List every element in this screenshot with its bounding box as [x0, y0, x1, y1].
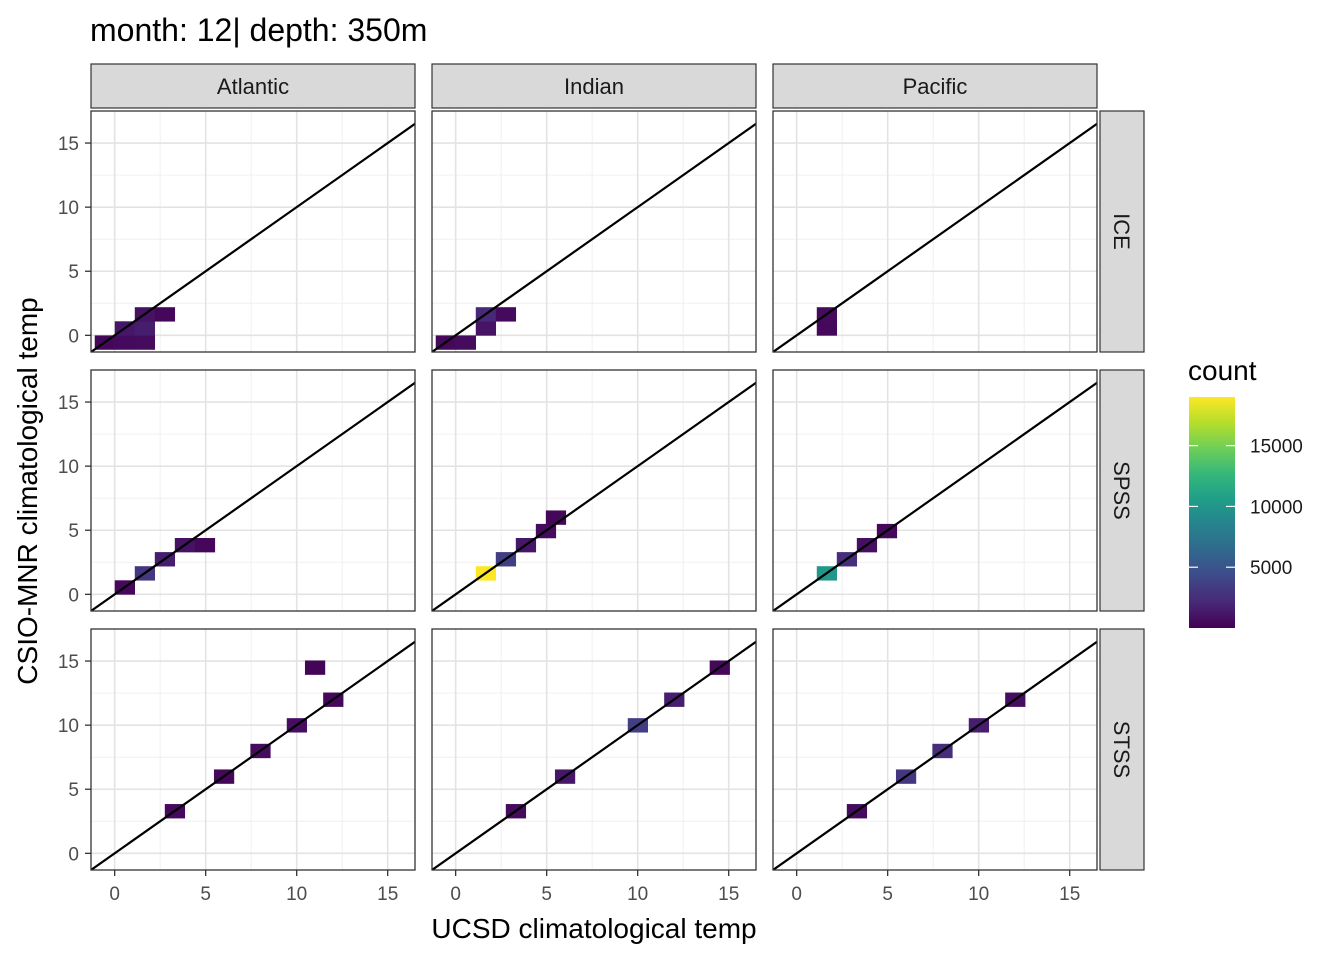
- identity-line: [91, 381, 415, 611]
- facet-panel-atlantic-stss: 0 5 10 15 0 5 10 15: [58, 628, 416, 905]
- identity-line: [91, 122, 415, 352]
- x-tick-label: 15: [718, 884, 739, 905]
- x-tick-label: 0: [450, 884, 461, 905]
- panel-border: [772, 110, 1098, 353]
- legend-tick-label: 10000: [1250, 497, 1303, 518]
- facet-panel-atlantic-ice: 0 5 10 15: [58, 110, 416, 353]
- facet-strip-label: Indian: [564, 74, 624, 99]
- facet-panel-pacific-ice: [772, 110, 1098, 353]
- panel-border: [431, 369, 757, 612]
- panel-border: [772, 628, 1098, 871]
- y-tick-label: 15: [58, 652, 79, 673]
- y-axis-label: CSIO-MNR climatological temp: [12, 297, 43, 684]
- facet-strip-bg: [431, 63, 757, 109]
- x-tick-label: 10: [968, 884, 989, 905]
- y-tick-label: 15: [58, 134, 79, 155]
- panel-border: [431, 628, 757, 871]
- facet-strip-atlantic: Atlantic: [90, 63, 416, 109]
- legend-tick-label: 15000: [1250, 437, 1303, 458]
- facet-strip-bg: [772, 63, 1098, 109]
- facet-strip-bg: [1099, 628, 1145, 871]
- legend-tick-label: 5000: [1250, 558, 1292, 579]
- y-tick-label: 0: [68, 585, 79, 606]
- identity-line: [773, 122, 1097, 352]
- identity-line: [432, 640, 756, 870]
- chart-title: month: 12| depth: 350m: [90, 12, 427, 48]
- x-tick-label: 10: [627, 884, 648, 905]
- facet-strip-ice: ICE: [1099, 110, 1145, 353]
- facet-strip-spss: SPSS: [1099, 369, 1145, 612]
- facet-strip-label: SPSS: [1109, 461, 1134, 520]
- facet-panel-atlantic-spss: 0 5 10 15: [58, 369, 416, 612]
- facet-strip-indian: Indian: [431, 63, 757, 109]
- x-tick-label: 0: [109, 884, 120, 905]
- heatmap-cell: [455, 335, 476, 350]
- y-tick-label: 5: [68, 262, 79, 283]
- facet-strip-pacific: Pacific: [772, 63, 1098, 109]
- identity-line: [91, 640, 415, 870]
- facet-panel-pacific-spss: [772, 369, 1098, 612]
- x-tick-label: 15: [1059, 884, 1080, 905]
- heatmap-cell: [154, 307, 176, 322]
- heatmap-cell: [134, 335, 156, 350]
- x-tick-label: 0: [791, 884, 802, 905]
- heatmap-cell: [816, 321, 838, 336]
- legend-colorbar: [1189, 397, 1235, 628]
- x-tick-label: 10: [286, 884, 307, 905]
- identity-line: [432, 122, 756, 352]
- x-tick-label: 5: [200, 884, 211, 905]
- panel-border: [90, 110, 416, 353]
- x-axis-label: UCSD climatological temp: [431, 913, 756, 944]
- facet-strip-bg: [90, 63, 416, 109]
- x-tick-label: 5: [541, 884, 552, 905]
- identity-line: [773, 640, 1097, 870]
- facet-strip-label: Atlantic: [217, 74, 289, 99]
- y-tick-label: 10: [58, 198, 79, 219]
- heatmap-cell: [194, 537, 216, 553]
- identity-line: [773, 381, 1097, 611]
- heatmap-cell: [475, 321, 497, 336]
- facet-strip-stss: STSS: [1099, 628, 1145, 871]
- x-tick-label: 5: [882, 884, 893, 905]
- panel-background: [432, 629, 756, 870]
- y-tick-label: 5: [68, 521, 79, 542]
- panel-border: [90, 369, 416, 612]
- panel-border: [772, 369, 1098, 612]
- facet-panel-indian-spss: [431, 369, 757, 612]
- color-legend: count 5000 10000 15000: [1188, 355, 1303, 628]
- facet-strip-label: STSS: [1109, 721, 1134, 778]
- y-tick-label: 15: [58, 393, 79, 414]
- facet-strip-label: ICE: [1109, 213, 1134, 250]
- legend-title: count: [1188, 355, 1257, 386]
- facet-panels: Atlantic Indian Pacific ICE SPSS STSS 0 5 10 15 0 5…: [58, 63, 1145, 905]
- facet-strip-label: Pacific: [903, 74, 968, 99]
- identity-line: [432, 381, 756, 611]
- facet-strip-bg: [1099, 110, 1145, 353]
- facet-panel-indian-ice: [431, 110, 757, 353]
- y-tick-label: 0: [68, 326, 79, 347]
- panel-border: [431, 110, 757, 353]
- y-tick-label: 10: [58, 716, 79, 737]
- facet-strip-bg: [1099, 369, 1145, 612]
- x-tick-label: 15: [377, 884, 398, 905]
- facet-panel-indian-stss: 0 5 10 15: [431, 628, 757, 905]
- heatmap-cell: [304, 660, 326, 675]
- y-tick-label: 10: [58, 457, 79, 478]
- y-tick-label: 0: [68, 844, 79, 865]
- heatmap-cell: [495, 307, 517, 322]
- heatmap-cells: [816, 307, 838, 336]
- heatmap-cell: [114, 335, 135, 350]
- y-tick-label: 5: [68, 780, 79, 801]
- heatmap-cell: [134, 321, 156, 336]
- facet-panel-pacific-stss: 0 5 10 15: [772, 628, 1098, 905]
- panel-border: [90, 628, 416, 871]
